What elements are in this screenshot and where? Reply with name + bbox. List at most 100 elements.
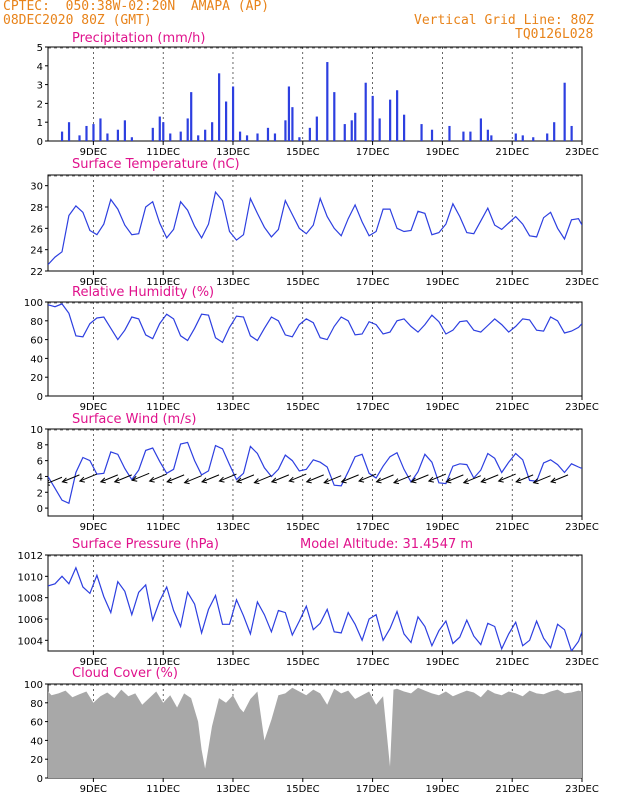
xtick-label-temp: 17DEC xyxy=(356,277,390,288)
precip-bar xyxy=(448,125,451,141)
precip-bar xyxy=(197,135,200,141)
xtick-label-temp: 21DEC xyxy=(495,277,529,288)
precip-bar xyxy=(158,116,161,141)
wind-arrow xyxy=(428,473,447,482)
xtick-label-press: 17DEC xyxy=(356,657,390,668)
xtick-label-precip: 17DEC xyxy=(356,147,390,158)
panel-frame-temp xyxy=(47,174,583,272)
ytick-label-temp: 24 xyxy=(30,246,43,257)
precip-bar xyxy=(403,114,406,141)
ytick-label-temp: 26 xyxy=(30,224,43,235)
xtick-label-precip: 11DEC xyxy=(146,147,180,158)
series-line-rh xyxy=(48,303,582,344)
wind-arrow xyxy=(411,474,429,483)
precip-bar xyxy=(211,122,214,141)
wind-arrowhead xyxy=(270,477,277,484)
ytick-label-press: 1010 xyxy=(18,572,43,583)
precip-bar xyxy=(343,124,346,141)
wind-arrowhead xyxy=(532,478,539,485)
xtick-label-precip: 13DEC xyxy=(216,147,250,158)
xtick-label-wind: 15DEC xyxy=(286,522,320,533)
precip-bar xyxy=(546,133,549,141)
wind-arrow xyxy=(184,475,202,484)
panel-title-precip: Precipitation (mm/h) xyxy=(72,31,205,46)
xtick-label-wind: 11DEC xyxy=(146,522,180,533)
wind-arrow xyxy=(201,474,220,483)
wind-arrow xyxy=(498,473,516,482)
model-altitude-label: Model Altitude: 31.4547 m xyxy=(300,537,473,552)
precip-bar xyxy=(99,118,102,141)
wind-arrow xyxy=(100,474,118,483)
ytick-label-cloud: 100 xyxy=(24,680,43,691)
precip-bar xyxy=(186,118,189,141)
precip-bar xyxy=(371,95,374,141)
wind-arrowhead xyxy=(113,477,120,484)
precip-bar xyxy=(123,120,126,141)
wind-arrowhead xyxy=(305,477,312,484)
wind-arrow xyxy=(358,473,377,482)
wind-arrowhead xyxy=(48,479,51,486)
xtick-label-rh: 15DEC xyxy=(286,402,320,413)
wind-arrow xyxy=(62,474,80,483)
header-station: CPTEC: 050:38W-02:20N AMAPA (AP) xyxy=(3,0,270,14)
xtick-label-press: 15DEC xyxy=(286,657,320,668)
precip-bar xyxy=(116,129,120,141)
xtick-label-cloud: 15DEC xyxy=(286,784,320,795)
wind-arrow xyxy=(132,472,150,481)
wind-arrow xyxy=(219,473,237,482)
ytick-label-rh: 40 xyxy=(30,354,43,365)
xtick-label-wind: 19DEC xyxy=(426,522,460,533)
ytick-label-temp: 28 xyxy=(30,203,43,214)
ytick-label-precip: 1 xyxy=(37,118,43,129)
ytick-label-temp: 30 xyxy=(30,182,43,193)
xtick-label-wind: 13DEC xyxy=(216,522,250,533)
precip-bar xyxy=(151,127,154,141)
xtick-label-precip: 15DEC xyxy=(286,147,320,158)
wind-arrow xyxy=(463,475,481,484)
wind-arrowhead xyxy=(462,478,469,485)
wind-arrowhead xyxy=(445,477,452,484)
ytick-label-precip: 5 xyxy=(37,43,43,54)
xtick-label-precip: 19DEC xyxy=(426,147,460,158)
precip-bar xyxy=(298,137,301,141)
wind-arrowhead xyxy=(515,477,522,484)
series-line-wind xyxy=(48,441,582,505)
precip-bar xyxy=(364,82,367,141)
panel-title-wind: Surface Wind (m/s) xyxy=(72,412,196,427)
xtick-label-cloud: 21DEC xyxy=(495,784,529,795)
precip-bar xyxy=(354,112,357,141)
wind-arrow xyxy=(48,476,63,484)
wind-arrow xyxy=(446,474,464,483)
xtick-label-precip: 9DEC xyxy=(80,147,107,158)
wind-arrowhead xyxy=(235,477,243,484)
precip-bar xyxy=(553,122,556,141)
precip-bar xyxy=(238,131,242,141)
precip-bar xyxy=(106,133,109,141)
bars-precip xyxy=(60,62,573,141)
xtick-label-rh: 17DEC xyxy=(356,402,390,413)
ytick-label-cloud: 40 xyxy=(30,736,43,747)
precip-bar xyxy=(231,86,235,141)
wind-arrow xyxy=(271,474,290,483)
precip-bar xyxy=(396,90,399,141)
ytick-label-rh: 80 xyxy=(30,317,43,328)
precip-bar xyxy=(308,127,311,141)
xtick-label-cloud: 9DEC xyxy=(80,784,107,795)
precip-bar xyxy=(462,131,465,141)
precip-bar xyxy=(218,73,221,141)
precip-bar xyxy=(284,120,287,141)
panel-frame-press xyxy=(47,554,583,652)
precip-bar xyxy=(245,135,249,141)
wind-arrow xyxy=(550,474,569,483)
panel-title-press: Surface Pressure (hPa) xyxy=(72,537,219,552)
xtick-label-rh: 23DEC xyxy=(565,402,599,413)
wind-arrow xyxy=(341,474,359,483)
wind-arrowhead xyxy=(218,476,225,483)
xtick-label-wind: 9DEC xyxy=(80,522,107,533)
xtick-label-precip: 23DEC xyxy=(565,147,599,158)
xtick-label-rh: 13DEC xyxy=(216,402,250,413)
xtick-label-rh: 21DEC xyxy=(495,402,529,413)
wind-arrowhead xyxy=(410,477,417,484)
panel-frame-rh xyxy=(47,301,583,397)
